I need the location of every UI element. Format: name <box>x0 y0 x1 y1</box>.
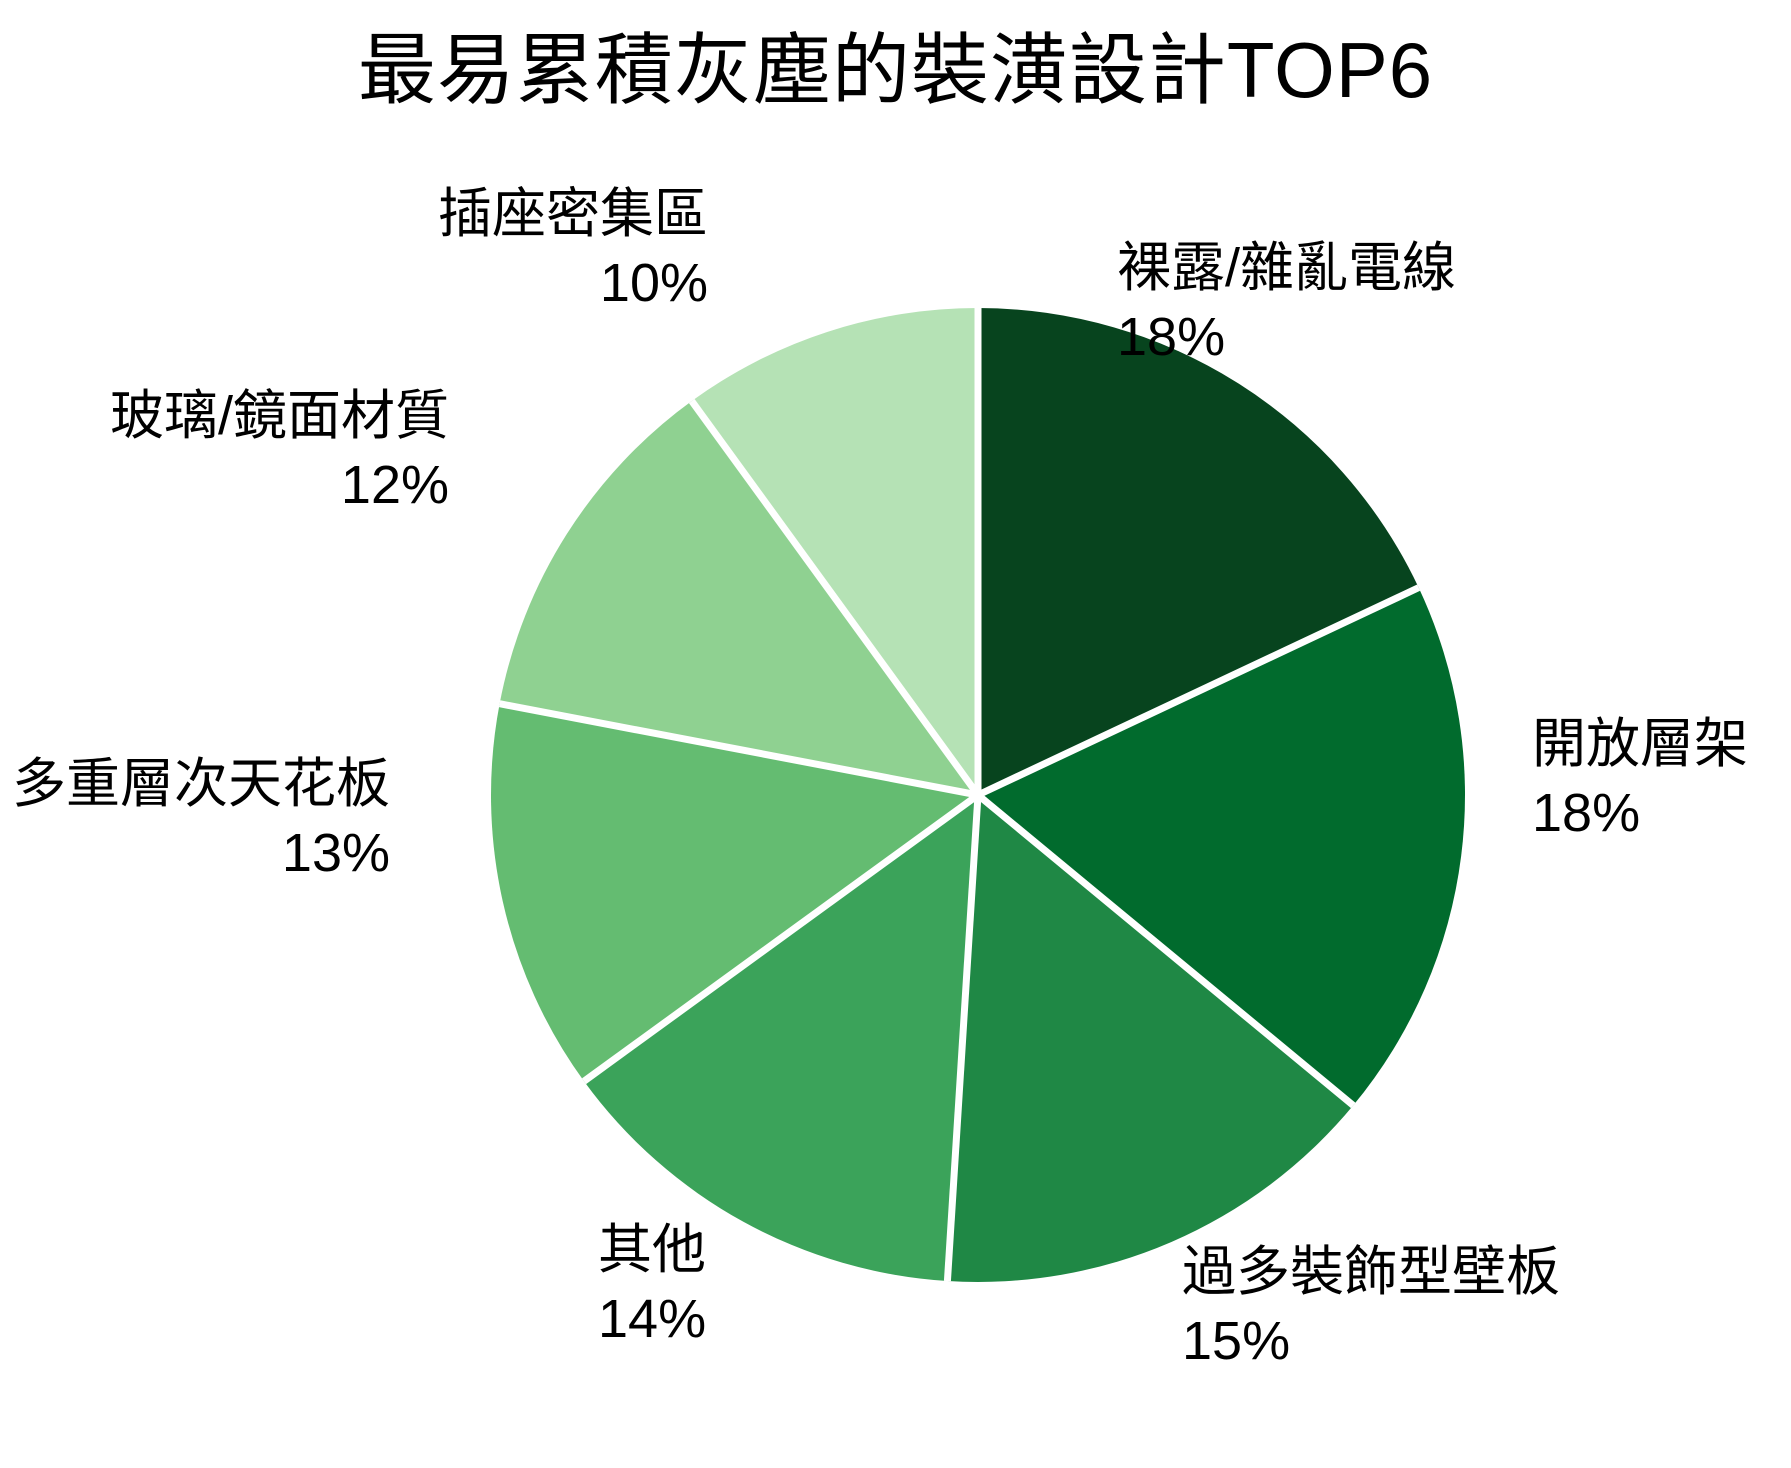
slice-percent: 18% <box>1117 307 1226 368</box>
slice-name: 其他 <box>598 1220 706 1280</box>
slice-percent: 14% <box>598 1289 707 1350</box>
slice-label-others: 其他 14% <box>598 1216 706 1354</box>
slice-percent: 10% <box>599 253 708 314</box>
pie-slice-6 <box>691 308 978 795</box>
slice-label-glass-mirror: 玻璃/鏡面材質 12% <box>110 382 449 520</box>
pie-slice-4 <box>491 703 978 1082</box>
slice-name: 插座密集區 <box>438 184 708 244</box>
slice-percent: 15% <box>1182 1311 1291 1372</box>
slice-label-open-shelves: 開放層架 18% <box>1532 710 1748 848</box>
pie-separator <box>688 398 981 798</box>
slice-percent: 18% <box>1532 783 1641 844</box>
slice-label-outlet-dense-area: 插座密集區 10% <box>438 180 708 318</box>
pie-slice-0 <box>978 308 1419 795</box>
slice-name: 裸露/雜亂電線 <box>1117 238 1457 298</box>
pie-slice-1 <box>978 587 1466 1106</box>
chart-title: 最易累積灰塵的裝潢設計TOP6 <box>357 26 1434 114</box>
pie-slice-3 <box>584 795 978 1282</box>
slice-name: 玻璃/鏡面材質 <box>109 386 449 446</box>
pie-separator <box>498 700 979 799</box>
slice-percent: 13% <box>281 823 390 884</box>
pie-separator <box>976 584 1421 799</box>
pie-slice-5 <box>499 401 978 795</box>
pie-slice-2 <box>947 795 1354 1282</box>
slice-name: 開放層架 <box>1532 714 1748 774</box>
pie-separator <box>975 792 1356 1109</box>
slice-label-exposed-wires: 裸露/雜亂電線 18% <box>1117 234 1456 372</box>
slice-percent: 12% <box>340 455 449 516</box>
pie-separator <box>581 792 981 1085</box>
slice-name: 過多裝飾型壁板 <box>1182 1242 1560 1302</box>
slice-label-layered-ceiling: 多重層次天花板 13% <box>12 750 390 888</box>
slice-name: 多重層次天花板 <box>12 754 390 814</box>
pie-separator <box>943 794 982 1282</box>
slice-label-decorative-panels: 過多裝飾型壁板 15% <box>1182 1238 1560 1376</box>
